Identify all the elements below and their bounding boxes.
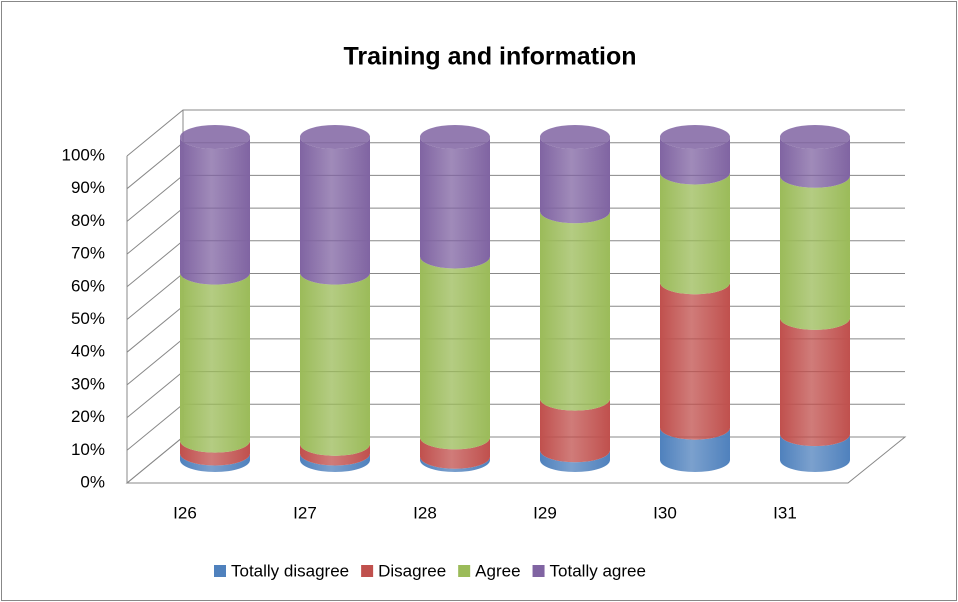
y-tick-label: 90% bbox=[71, 178, 105, 197]
y-tick-label: 30% bbox=[71, 374, 105, 393]
cylinder-segment bbox=[660, 282, 730, 440]
cylinder-segment bbox=[300, 453, 370, 472]
x-tick-label: I31 bbox=[773, 503, 797, 522]
legend-swatch bbox=[532, 565, 545, 577]
y-tick-label: 10% bbox=[71, 440, 105, 459]
legend-swatch bbox=[214, 565, 226, 577]
cylinder-segment bbox=[540, 398, 610, 463]
legend-label: Disagree bbox=[378, 561, 446, 580]
cylinder-segment bbox=[780, 434, 850, 472]
cylinder-top bbox=[420, 125, 490, 149]
cylinder-top bbox=[660, 125, 730, 149]
chart-title: Training and information bbox=[343, 43, 636, 71]
cylinder-segment bbox=[180, 453, 250, 472]
cylinder-top bbox=[540, 125, 610, 149]
x-tick-label: I28 bbox=[413, 503, 437, 522]
legend-label: Totally disagree bbox=[231, 561, 349, 580]
legend-swatch bbox=[361, 565, 374, 577]
cylinder-segment bbox=[540, 137, 610, 224]
cylinder-segment bbox=[420, 456, 490, 472]
y-tick-label: 100% bbox=[62, 145, 105, 164]
cylinder-segment bbox=[660, 427, 730, 472]
cylinder-segment bbox=[660, 137, 730, 185]
y-tick-label: 0% bbox=[80, 472, 105, 491]
cylinder-segment bbox=[180, 440, 250, 466]
legend-label: Totally agree bbox=[550, 561, 646, 580]
cylinder-segment bbox=[780, 137, 850, 188]
cylinder-segment bbox=[540, 211, 610, 411]
x-tick-label: I26 bbox=[173, 503, 197, 522]
cylinder-segment bbox=[300, 443, 370, 466]
cylinder-segment bbox=[420, 137, 490, 269]
legend-swatch bbox=[458, 565, 471, 577]
grid-line bbox=[126, 109, 905, 157]
legend-label: Agree bbox=[475, 561, 520, 580]
cylinder-top bbox=[780, 125, 850, 149]
cylinder-segment bbox=[540, 450, 610, 472]
x-tick-label: I29 bbox=[533, 503, 557, 522]
cylinder-top bbox=[300, 125, 370, 149]
x-tick-label: I30 bbox=[653, 503, 677, 522]
y-tick-label: 60% bbox=[71, 276, 105, 295]
y-tick-label: 20% bbox=[71, 407, 105, 426]
x-tick-label: I27 bbox=[293, 503, 317, 522]
y-tick-label: 50% bbox=[71, 309, 105, 328]
cylinder-segment bbox=[180, 137, 250, 285]
cylinder-segment bbox=[780, 317, 850, 447]
cylinder-segment bbox=[180, 272, 250, 453]
cylinder-segment bbox=[780, 175, 850, 330]
cylinder-segment bbox=[420, 256, 490, 450]
cylinder-segment bbox=[300, 137, 370, 285]
cylinder-segment bbox=[420, 437, 490, 469]
cylinder-segment bbox=[660, 172, 730, 295]
y-tick-label: 70% bbox=[71, 244, 105, 263]
y-tick-label: 40% bbox=[71, 342, 105, 361]
cylinder-top bbox=[180, 125, 250, 149]
cylinder-segment bbox=[300, 272, 370, 456]
y-tick-label: 80% bbox=[71, 211, 105, 230]
